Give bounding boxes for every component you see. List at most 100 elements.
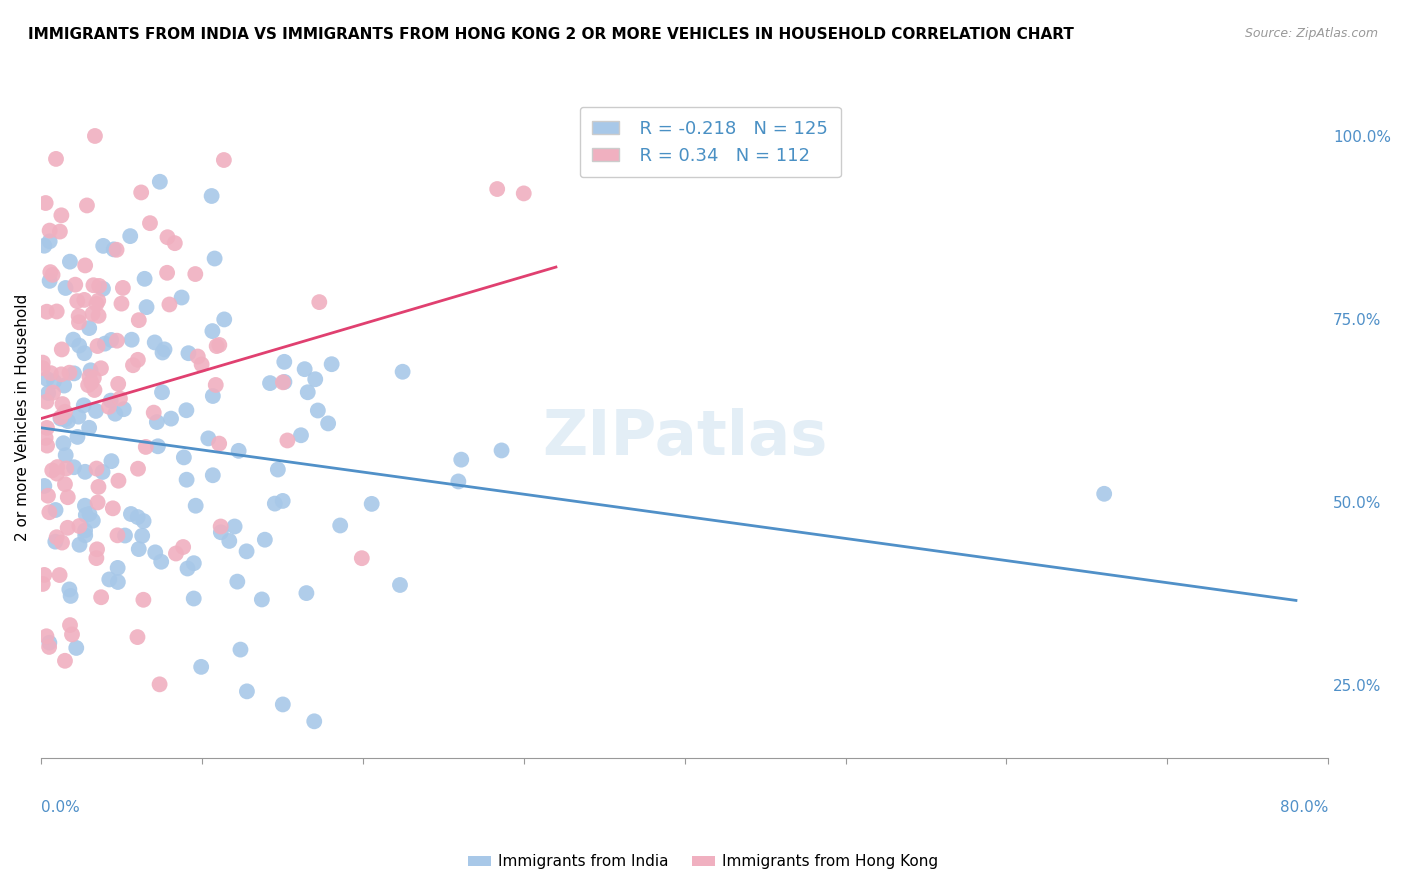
Point [250, 592, 273, 607]
Point [87, 309, 110, 323]
Point [205, 339, 228, 353]
Point [100, 393, 122, 408]
Point [31, 356, 53, 370]
Point [360, 497, 382, 511]
Point [66, 294, 89, 309]
Point [45, 152, 67, 166]
Point [208, 436, 231, 450]
Point [59, 589, 82, 603]
Point [31, 577, 53, 591]
Point [83, 371, 105, 385]
Point [111, 281, 134, 295]
Point [60, 627, 83, 641]
Point [65, 640, 87, 655]
Text: IMMIGRANTS FROM INDIA VS IMMIGRANTS FROM HONG KONG 2 OR MORE VEHICLES IN HOUSEHO: IMMIGRANTS FROM INDIA VS IMMIGRANTS FROM… [28, 27, 1074, 42]
Point [37, 489, 59, 503]
Point [110, 296, 132, 310]
Point [66, 430, 89, 444]
Point [38, 235, 60, 249]
Point [98, 573, 121, 587]
Point [53, 654, 76, 668]
Point [321, 357, 343, 371]
Point [304, 714, 326, 729]
Point [75, 259, 97, 273]
Point [41, 268, 63, 282]
Point [77, 321, 100, 335]
Point [49, 225, 72, 239]
Point [447, 475, 470, 489]
Point [190, 660, 212, 674]
Point [79, 363, 101, 377]
Point [87, 480, 110, 494]
Point [127, 461, 149, 475]
Text: 80.0%: 80.0% [1279, 799, 1329, 814]
Point [163, 236, 186, 251]
Point [79, 507, 101, 521]
Point [229, 642, 252, 657]
Point [209, 525, 232, 540]
Point [91, 239, 114, 253]
Point [253, 533, 276, 547]
Point [90, 361, 112, 376]
Point [235, 544, 257, 558]
Point [107, 574, 129, 589]
Point [176, 473, 198, 487]
Point [39, 265, 62, 279]
Point [121, 333, 143, 347]
Point [160, 411, 183, 425]
Point [201, 468, 224, 483]
Point [73, 398, 96, 412]
Point [183, 591, 205, 606]
Point [62, 333, 84, 347]
Point [65, 277, 87, 292]
Point [45, 530, 67, 544]
Point [297, 385, 319, 400]
Point [107, 528, 129, 542]
Point [59, 254, 82, 268]
Point [513, 186, 536, 201]
Point [90, 591, 112, 605]
Point [103, 243, 125, 257]
Point [104, 407, 127, 421]
Point [38, 640, 60, 654]
Point [122, 358, 145, 372]
Point [183, 556, 205, 570]
Point [276, 434, 298, 448]
Point [142, 406, 165, 420]
Point [100, 333, 122, 347]
Point [120, 229, 142, 244]
Point [105, 243, 128, 257]
Point [34, 196, 56, 211]
Point [69, 538, 91, 552]
Point [52, 436, 75, 450]
Point [58, 366, 80, 380]
Point [212, 312, 235, 326]
Point [67, 309, 90, 323]
Point [259, 376, 281, 390]
Point [82, 307, 104, 321]
Point [112, 402, 135, 417]
Point [77, 378, 100, 392]
Point [184, 499, 207, 513]
Point [329, 518, 352, 533]
Point [84, 128, 107, 143]
Point [224, 519, 246, 533]
Point [35, 394, 58, 409]
Point [35, 421, 58, 435]
Point [156, 266, 179, 280]
Point [491, 443, 513, 458]
Point [51, 343, 73, 357]
Point [143, 545, 166, 559]
Point [55, 461, 77, 475]
Point [131, 529, 153, 543]
Point [35, 439, 58, 453]
Point [176, 561, 198, 575]
Point [91, 465, 114, 479]
Point [56, 414, 79, 428]
Point [208, 338, 231, 352]
Point [53, 477, 76, 491]
Point [165, 547, 187, 561]
Point [49, 410, 72, 425]
Point [127, 352, 149, 367]
Point [46, 467, 69, 481]
